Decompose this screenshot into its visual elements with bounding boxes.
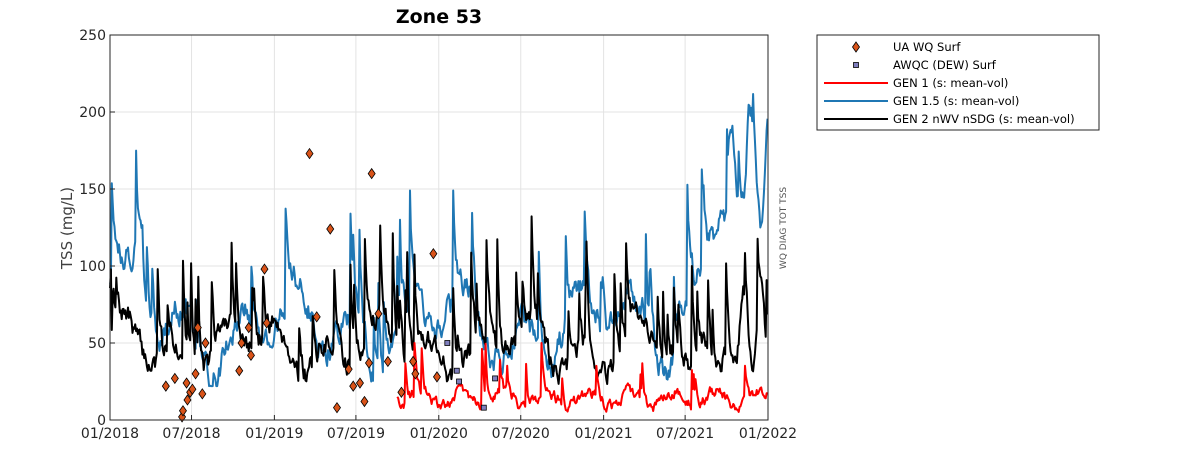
legend-label: AWQC (DEW) Surf [893,58,997,72]
marker-layer [161,147,498,423]
x-tick-label: 07/2018 [162,426,220,442]
ua-wq-surf-point [411,368,420,380]
ua-wq-surf-point [246,349,255,362]
ua-wq-surf-point [312,311,321,323]
x-tick-label: 07/2021 [656,426,714,442]
ua-wq-surf-point [409,355,418,368]
ua-wq-surf-point [178,405,187,417]
y-tick-label: 50 [88,336,106,352]
y-tick-label: 100 [79,259,106,275]
ua-wq-surf-point [182,377,191,389]
ua-wq-surf-point [333,401,341,414]
legend-entry: GEN 2 nWV nSDG (s: mean-vol) [824,112,1075,126]
ua-wq-surf-point [188,383,197,395]
ua-wq-surf-point [326,223,335,235]
x-tick-label: 07/2019 [327,426,385,442]
legend-entry: GEN 1 (s: mean-vol) [824,76,1008,90]
awqc-surf-point [456,378,462,385]
ua-wq-surf-point [262,317,271,329]
legend-marker-diamond [852,41,860,53]
series-line-gen-1-s-mean-vol [396,342,768,413]
awqc-surf-point [492,375,498,382]
y-axis-label: TSS (mg/L) [58,187,76,270]
ua-wq-surf-point [349,380,358,392]
ua-wq-surf-point [397,386,406,398]
legend-label: GEN 1 (s: mean-vol) [893,76,1008,90]
awqc-surf-point [444,340,451,346]
x-tick-label: 01/2020 [410,426,468,442]
ua-wq-surf-point [383,355,392,368]
x-tick-label: 01/2021 [575,426,633,442]
legend-entry: UA WQ Surf [852,40,961,54]
ua-wq-surf-point [237,337,246,349]
ua-wq-surf-point [191,368,200,380]
x-axis: 01/2018 07/2018 01/2019 07/2019 01/2020 07/20… [81,415,797,442]
y-tick-label: 0 [97,413,106,429]
side-label: WQ DIAG TOT TSS [779,187,789,269]
legend-entry: AWQC (DEW) Surf [853,58,997,72]
awqc-surf-point [480,404,487,411]
legend-label: GEN 1.5 (s: mean-vol) [893,94,1019,108]
x-tick-label: 01/2022 [739,426,797,442]
ua-wq-surf-point [198,388,207,400]
ua-wq-surf-point [161,380,170,392]
series-layer [109,93,769,413]
ua-wq-surf-point [201,337,210,349]
ua-wq-surf-point [244,321,253,334]
legend: UA WQ Surf AWQC (DEW) Surf GEN 1 (s: mean-… [816,34,1100,131]
ua-wq-surf-point [183,394,192,406]
legend-entry: GEN 1.5 (s: mean-vol) [824,94,1019,108]
ua-wq-surf-point [344,363,353,375]
ua-wq-surf-point [374,308,383,320]
series-line-gen-2-nwv-nsdg-s-mean-vol [109,215,769,385]
series-line-gen-1-5-s-mean-vol [109,93,769,388]
ua-wq-surf-point [364,357,373,369]
ua-wq-surf-point [367,167,376,180]
ua-wq-surf-point [170,372,179,385]
y-tick-label: 150 [79,182,106,198]
y-tick-label: 250 [79,28,106,44]
ua-wq-surf-point [305,147,314,160]
ua-wq-surf-point [260,263,269,275]
y-axis: 0 50 100 150 200 250 [79,28,115,429]
chart-title: Zone 53 [396,6,482,28]
ua-wq-surf-point [360,395,369,408]
ua-wq-surf-point [429,247,438,260]
ua-wq-surf-point [355,377,364,389]
awqc-surf-point [453,367,460,374]
legend-label: GEN 2 nWV nSDG (s: mean-vol) [893,112,1075,126]
y-tick-label: 200 [79,105,106,121]
ua-wq-surf-point [235,365,244,377]
legend-label: UA WQ Surf [893,40,961,54]
legend-marker-square [853,62,859,68]
x-tick-label: 01/2018 [81,426,139,442]
ua-wq-surf-point [432,371,441,383]
x-tick-label: 07/2020 [492,426,550,442]
x-tick-label: 01/2019 [245,426,303,442]
ua-wq-surf-point [193,321,202,334]
